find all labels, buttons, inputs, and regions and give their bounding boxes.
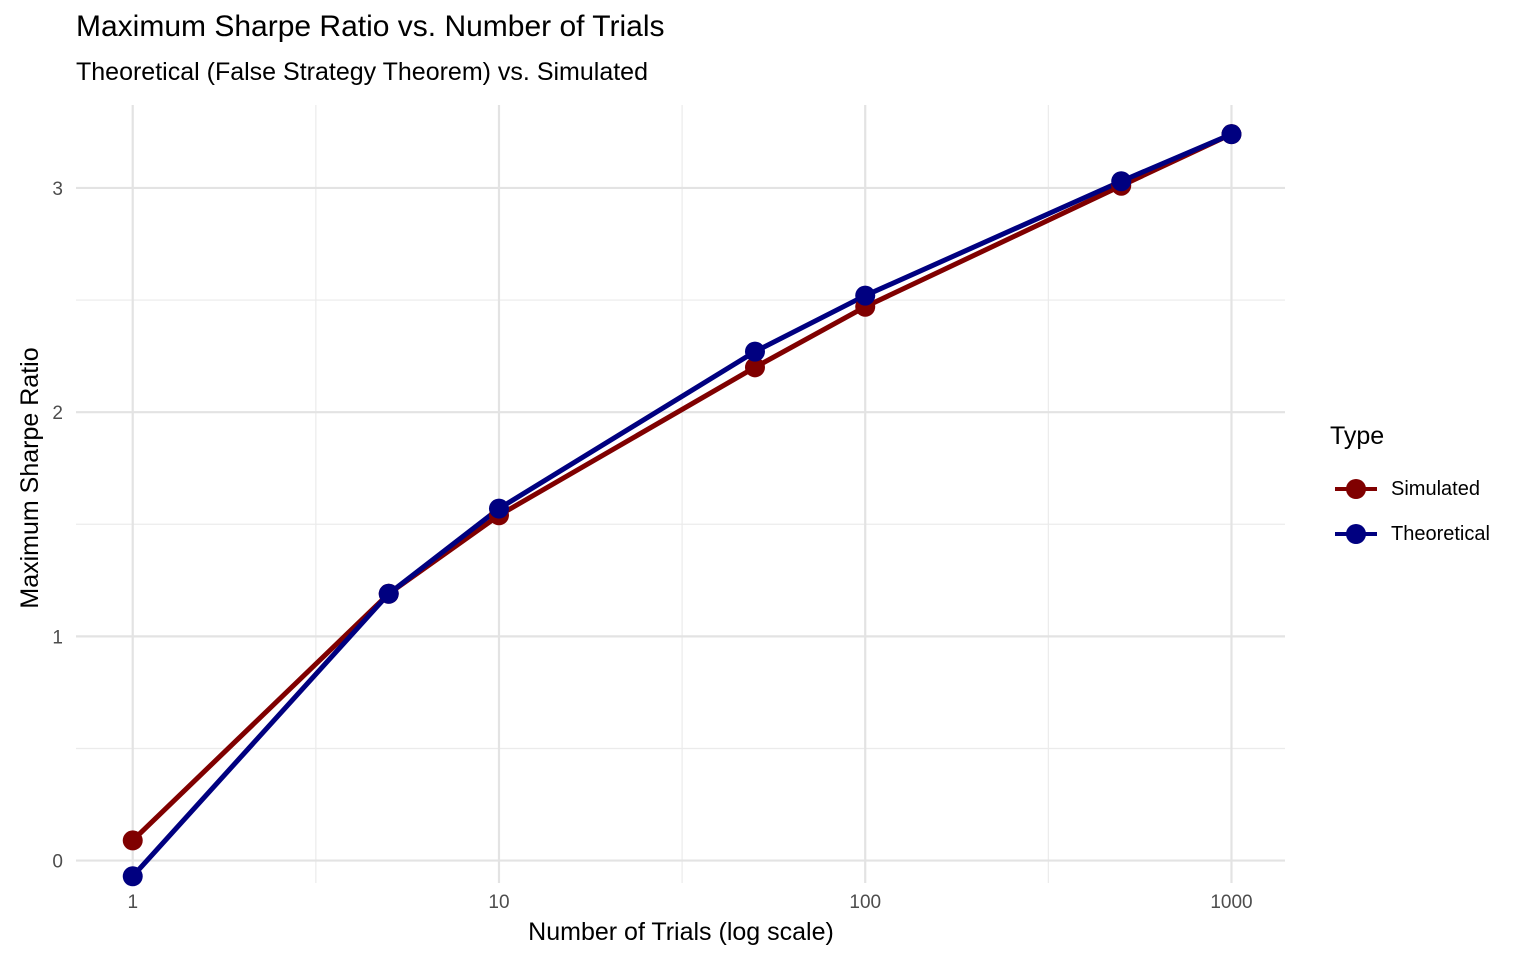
legend-key-theoretical — [1333, 519, 1379, 549]
x-tick-label: 100 — [849, 892, 881, 913]
theoretical-data-point — [1111, 171, 1132, 192]
y-tick-labels: 0 1 2 3 — [52, 179, 63, 873]
y-tick-label: 3 — [52, 179, 63, 200]
x-tick-labels: 1 10 100 1000 — [127, 892, 1252, 913]
minor-gridlines — [76, 105, 1285, 883]
theoretical-data-point — [488, 498, 509, 519]
x-tick-label: 1000 — [1210, 892, 1252, 913]
x-tick-label: 1 — [127, 892, 138, 913]
chart-subtitle: Theoretical (False Strategy Theorem) vs.… — [76, 58, 648, 86]
legend-item-theoretical: Theoretical — [1333, 519, 1490, 549]
legend-item-simulated: Simulated — [1333, 474, 1480, 504]
y-tick-label: 0 — [52, 852, 63, 873]
legend-title: Type — [1330, 422, 1385, 450]
theoretical-data-point — [744, 341, 765, 362]
y-tick-label: 2 — [52, 403, 63, 424]
chart-title: Maximum Sharpe Ratio vs. Number of Trial… — [76, 10, 665, 43]
legend-key-simulated — [1333, 474, 1379, 504]
theoretical-data-point — [122, 866, 143, 887]
major-gridlines — [76, 105, 1285, 883]
legend-label: Simulated — [1391, 477, 1480, 500]
simulated-data-point — [744, 357, 765, 378]
x-axis-title: Number of Trials (log scale) — [528, 918, 834, 946]
y-tick-label: 1 — [52, 627, 63, 648]
x-tick-label: 10 — [488, 892, 509, 913]
theoretical-data-point — [378, 583, 399, 604]
simulated-data-point — [122, 830, 143, 851]
theoretical-data-point — [1221, 124, 1242, 145]
y-axis-title: Maximum Sharpe Ratio — [16, 347, 44, 608]
series-points — [122, 124, 1242, 887]
theoretical-data-point — [855, 285, 876, 306]
legend-label: Theoretical — [1391, 522, 1490, 545]
